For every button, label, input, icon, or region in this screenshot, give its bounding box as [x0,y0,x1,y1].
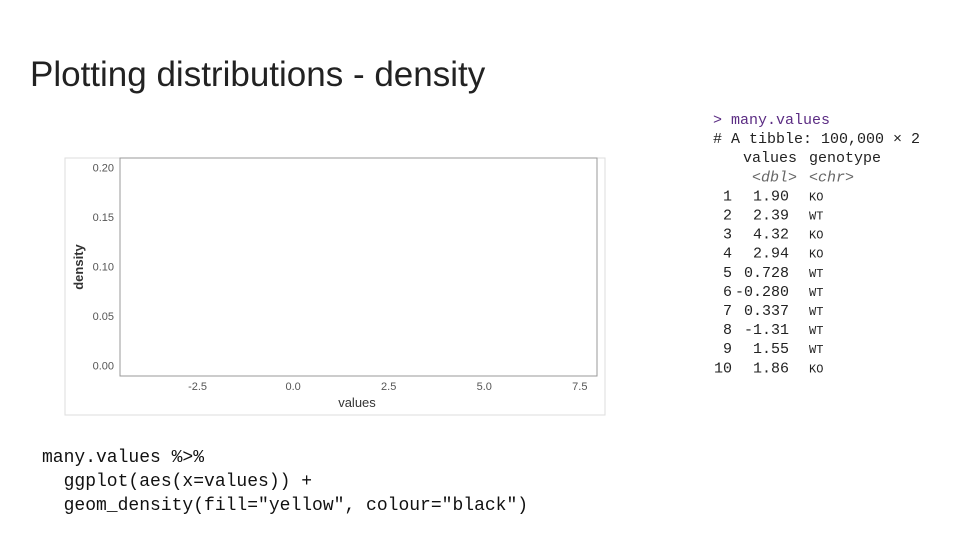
cell-value: 0.728 [744,265,789,282]
cell-value: 2.94 [753,246,789,263]
cell-value: -1.31 [744,322,789,339]
slide-title: Plotting distributions - density [30,55,486,94]
row-index: 3 [723,227,732,244]
y-tick-label: 0.00 [93,361,114,373]
x-tick-label: 2.5 [381,381,396,393]
cell-value: 1.90 [753,188,789,205]
cell-genotype: WT [809,343,823,357]
row-index: 1 [723,188,732,205]
console-output: > many.values # A tibble: 100,000 × 2 valu… [713,112,920,377]
y-tick-label: 0.20 [93,162,114,174]
cell-genotype: WT [809,305,823,319]
cell-genotype: WT [809,267,823,281]
column-header: genotype [809,150,881,167]
column-type: <chr> [809,169,854,186]
row-index: 6 [723,284,732,301]
cell-value: 0.337 [744,303,789,320]
x-tick-label: 0.0 [285,381,300,393]
code-line: ggplot(aes(x=values)) + [42,472,312,492]
x-axis-label: values [338,395,376,410]
plot-panel [119,157,598,377]
code-line: geom_density(fill="yellow", colour="blac… [42,496,528,516]
console-command: > many.values [713,112,830,129]
cell-genotype: KO [809,190,823,204]
x-tick-label: -2.5 [188,381,207,393]
x-tick-label: 5.0 [477,381,492,393]
console-summary: # A tibble: 100,000 × 2 [713,131,920,148]
code-block: many.values %>% ggplot(aes(x=values)) + … [42,448,528,516]
row-index: 8 [723,322,732,339]
cell-genotype: KO [809,362,823,376]
row-index: 4 [723,246,732,263]
cell-value: -0.280 [735,284,789,301]
x-tick-label: 7.5 [572,381,587,393]
row-index: 7 [723,303,732,320]
y-tick-label: 0.15 [93,212,114,224]
y-tick-label: 0.10 [93,261,114,273]
cell-value: 1.55 [753,341,789,358]
column-type: <dbl> [752,169,797,186]
row-index: 5 [723,265,732,282]
cell-genotype: WT [809,210,823,224]
cell-value: 2.39 [753,208,789,225]
row-index: 10 [714,360,732,377]
cell-genotype: WT [809,286,823,300]
cell-genotype: KO [809,248,823,262]
column-header: values [743,150,797,167]
cell-genotype: WT [809,324,823,338]
y-tick-label: 0.05 [93,311,114,323]
cell-value: 4.32 [753,227,789,244]
row-index: 9 [723,341,732,358]
row-index: 2 [723,208,732,225]
cell-genotype: KO [809,229,823,243]
code-line: many.values %>% [42,448,204,468]
y-axis-label: density [71,243,86,289]
cell-value: 1.86 [753,360,789,377]
